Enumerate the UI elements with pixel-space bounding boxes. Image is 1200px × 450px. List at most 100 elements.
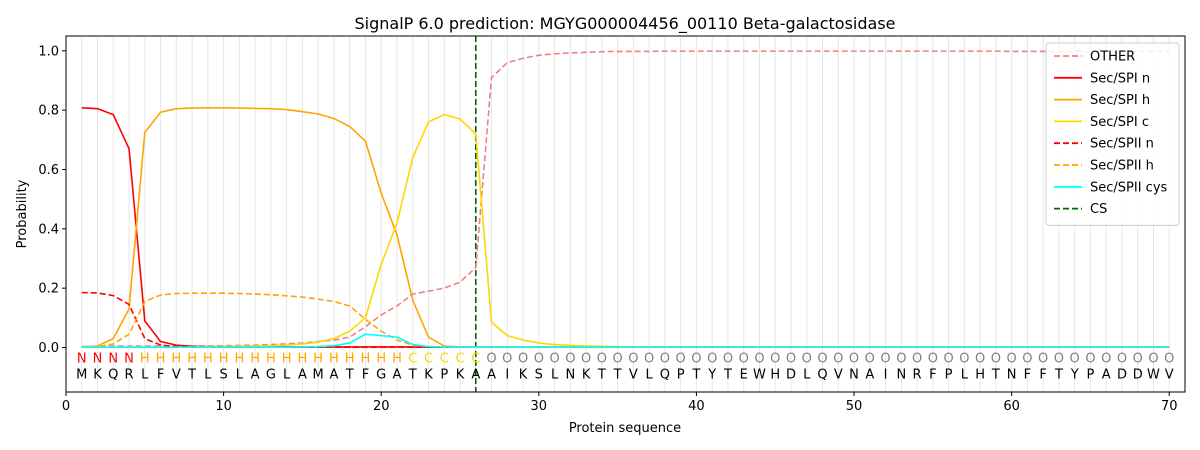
- residue-label: K: [456, 368, 465, 383]
- residue-label: F: [157, 368, 164, 383]
- legend-entry: Sec/SPII n: [1090, 137, 1154, 152]
- region-label: C: [408, 351, 417, 366]
- x-axis-label: Protein sequence: [569, 421, 681, 436]
- residue-label: L: [551, 368, 559, 383]
- region-label: O: [912, 351, 922, 366]
- region-label: O: [975, 351, 985, 366]
- series-line-sec-spii-h: [81, 292, 1170, 349]
- region-label: O: [1054, 351, 1064, 366]
- residue-label: H: [975, 368, 985, 383]
- region-label: H: [345, 351, 355, 366]
- region-label: O: [786, 351, 796, 366]
- x-tick-label: 20: [373, 399, 390, 414]
- region-label: O: [880, 351, 890, 366]
- residue-label: T: [408, 368, 417, 383]
- residue-label: K: [93, 368, 102, 383]
- residue-label: K: [424, 368, 433, 383]
- region-label: H: [234, 351, 244, 366]
- residue-label: S: [535, 368, 543, 383]
- region-label: N: [93, 351, 103, 366]
- residue-label: A: [865, 368, 874, 383]
- residue-label: F: [929, 368, 936, 383]
- region-label: O: [1007, 351, 1017, 366]
- region-label: O: [849, 351, 859, 366]
- y-tick-label: 0.0: [38, 341, 59, 356]
- residue-label: T: [345, 368, 354, 383]
- chart-title: SignalP 6.0 prediction: MGYG000004456_00…: [354, 14, 895, 34]
- region-label: O: [739, 351, 749, 366]
- region-label: O: [486, 351, 496, 366]
- region-label: N: [124, 351, 134, 366]
- residue-label: N: [849, 368, 859, 383]
- residue-label: G: [266, 368, 276, 383]
- y-tick-label: 0.4: [38, 222, 59, 237]
- residue-label: F: [362, 368, 369, 383]
- region-label: H: [298, 351, 308, 366]
- y-tick-label: 1.0: [38, 44, 59, 59]
- region-label: C: [440, 351, 449, 366]
- x-tick-label: 60: [1003, 399, 1020, 414]
- residue-label: D: [1133, 368, 1143, 383]
- region-label: O: [1022, 351, 1032, 366]
- region-label: O: [549, 351, 559, 366]
- residue-label: D: [786, 368, 796, 383]
- region-label: O: [1117, 351, 1127, 366]
- residue-label: T: [691, 368, 700, 383]
- residue-label: A: [487, 368, 496, 383]
- residue-label: W: [753, 368, 766, 383]
- residue-label: Y: [1070, 368, 1079, 383]
- series-line-sec-spi-c: [81, 113, 1170, 349]
- region-label: O: [1070, 351, 1080, 366]
- legend-entry: CS: [1090, 202, 1107, 217]
- region-label: O: [896, 351, 906, 366]
- series-line-sec-spi-n: [81, 106, 1170, 349]
- region-label: O: [676, 351, 686, 366]
- legend-entry: Sec/SPI h: [1090, 93, 1150, 108]
- region-label: O: [1038, 351, 1048, 366]
- region-label: H: [266, 351, 276, 366]
- region-label: H: [250, 351, 260, 366]
- region-label: H: [203, 351, 213, 366]
- residue-label: M: [76, 368, 87, 383]
- residue-label: A: [393, 368, 402, 383]
- residue-label: N: [565, 368, 575, 383]
- legend: OTHER Sec/SPI n Sec/SPI h Sec/SPI c Sec/SPII…: [1045, 42, 1180, 226]
- region-label: N: [77, 351, 87, 366]
- region-label: O: [723, 351, 733, 366]
- residue-label: L: [141, 368, 149, 383]
- region-label: O: [613, 351, 623, 366]
- residue-label: P: [440, 368, 448, 383]
- region-label: O: [1164, 351, 1174, 366]
- x-axis-ticks: 0 10 20 30 40 50 60 70: [62, 392, 1178, 414]
- region-label: O: [770, 351, 780, 366]
- region-label: O: [581, 351, 591, 366]
- region-label: O: [518, 351, 528, 366]
- region-label: O: [817, 351, 827, 366]
- region-label: H: [282, 351, 292, 366]
- residue-label: R: [125, 368, 134, 383]
- y-axis-label: Probability: [15, 179, 30, 248]
- x-tick-label: 10: [215, 399, 232, 414]
- region-label: O: [628, 351, 638, 366]
- region-label: H: [376, 351, 386, 366]
- y-tick-label: 0.6: [38, 163, 59, 178]
- residue-label: V: [629, 368, 638, 383]
- plot-frame: [65, 35, 1186, 393]
- series-line-sec-spii-cys: [81, 333, 1170, 349]
- residue-label: A: [251, 368, 260, 383]
- residue-label: R: [913, 368, 922, 383]
- region-label: O: [754, 351, 764, 366]
- region-label: H: [156, 351, 166, 366]
- region-label: H: [140, 351, 150, 366]
- residue-label: Q: [108, 368, 118, 383]
- residue-label: A: [329, 368, 338, 383]
- residue-label: E: [740, 368, 748, 383]
- residue-label: S: [219, 368, 227, 383]
- residue-label: W: [1147, 368, 1160, 383]
- region-label: H: [329, 351, 339, 366]
- region-label: O: [943, 351, 953, 366]
- residue-label: F: [1024, 368, 1031, 383]
- region-label: O: [534, 351, 544, 366]
- residue-label: V: [834, 368, 843, 383]
